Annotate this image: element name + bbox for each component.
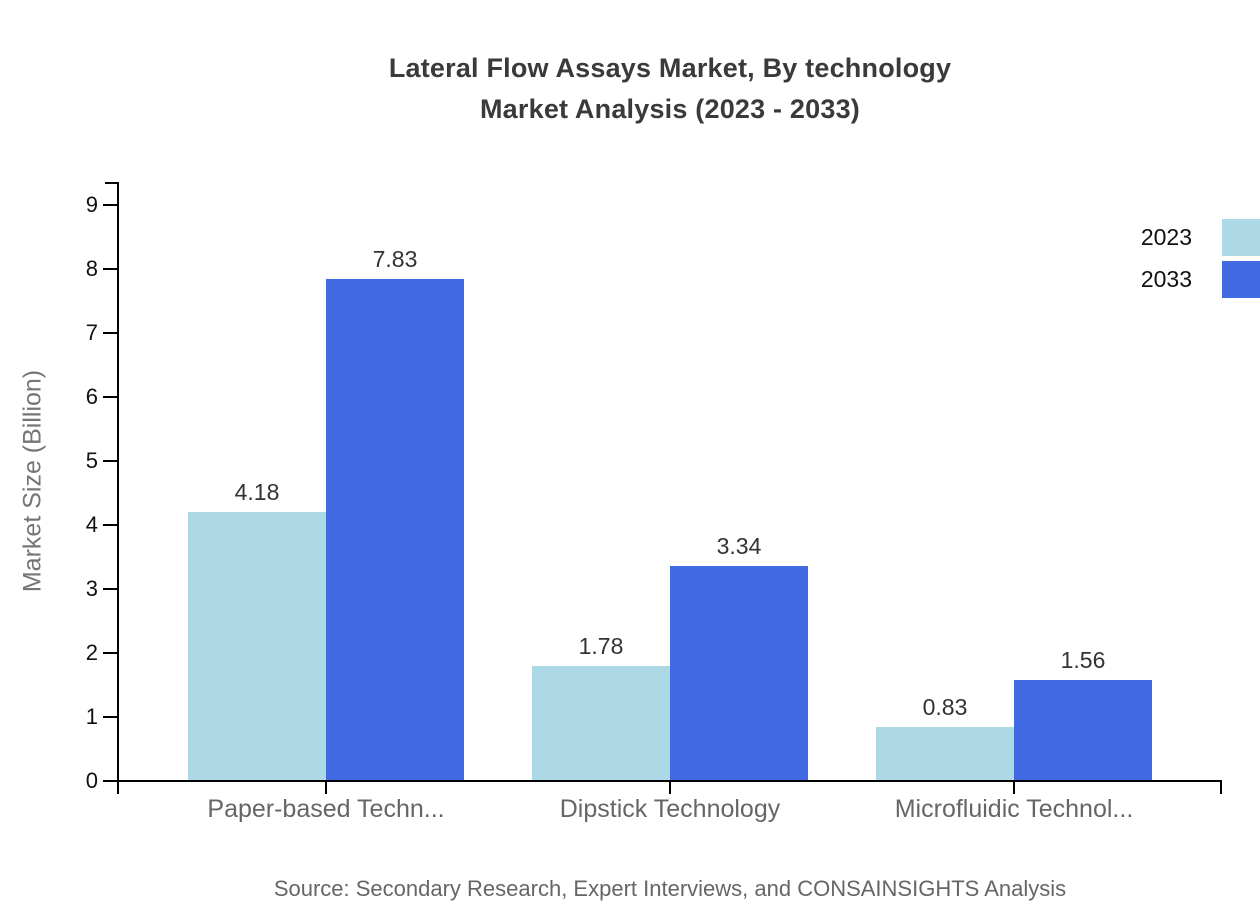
chart-title-line2: Market Analysis (2023 - 2033) — [479, 94, 860, 124]
y-tick-label-3: 3 — [85, 576, 98, 601]
y-tick-mark-0 — [103, 780, 117, 782]
y-tick-mark-7 — [103, 332, 117, 334]
x-axis-endcap-left — [117, 780, 119, 794]
y-tick-label-7: 7 — [85, 320, 98, 345]
y-tick-mark-9 — [103, 204, 117, 206]
legend-row-2023: 2023 — [1141, 219, 1260, 256]
y-axis-endcap — [105, 182, 119, 184]
y-tick-mark-3 — [103, 588, 117, 590]
category-label: Microfluidic Technol... — [894, 795, 1134, 823]
y-tick-label-4: 4 — [85, 512, 98, 537]
category-label: Dipstick Technology — [559, 795, 781, 823]
legend-label-2023: 2023 — [1140, 224, 1192, 250]
legend-label-2033: 2033 — [1140, 266, 1192, 292]
x-tick-mark-2 — [1013, 780, 1015, 794]
value-label-2033-1: 3.34 — [716, 533, 762, 559]
y-axis-line — [117, 182, 119, 782]
legend-swatch-2023 — [1222, 219, 1260, 256]
source-note: Source: Secondary Research, Expert Inter… — [273, 876, 1067, 901]
y-tick-label-8: 8 — [85, 256, 98, 281]
chart-title: Lateral Flow Assays Market, By technolog… — [118, 48, 1222, 130]
category-label: Paper-based Techn... — [207, 795, 445, 823]
y-tick-label-5: 5 — [85, 448, 98, 473]
y-tick-mark-5 — [103, 460, 117, 462]
x-tick-mark-0 — [325, 780, 327, 794]
x-tick-mark-1 — [669, 780, 671, 794]
y-tick-mark-6 — [103, 396, 117, 398]
bar-2023-1 — [532, 666, 670, 780]
chart-title-line1: Lateral Flow Assays Market, By technolog… — [388, 53, 952, 83]
y-tick-label-9: 9 — [85, 192, 98, 217]
value-label-2023-2: 0.83 — [922, 694, 968, 720]
value-label-2033-0: 7.83 — [372, 246, 418, 272]
value-label-2023-0: 4.18 — [234, 479, 280, 505]
bar-2033-2 — [1014, 680, 1152, 780]
y-tick-label-6: 6 — [85, 384, 98, 409]
y-tick-mark-8 — [103, 268, 117, 270]
x-axis-endcap-right — [1220, 780, 1222, 794]
bar-2023-2 — [876, 727, 1014, 780]
legend-row-2033: 2033 — [1141, 261, 1260, 298]
y-tick-label-1: 1 — [85, 704, 98, 729]
value-label-2023-1: 1.78 — [578, 633, 624, 659]
y-tick-mark-4 — [103, 524, 117, 526]
legend-swatch-2033 — [1222, 261, 1260, 298]
legend: 2023 2033 — [1141, 219, 1260, 303]
bar-2033-0 — [326, 279, 464, 780]
y-tick-label-2: 2 — [85, 640, 98, 665]
bar-2033-1 — [670, 566, 808, 780]
y-tick-mark-2 — [103, 652, 117, 654]
y-tick-label-0: 0 — [85, 768, 98, 793]
value-label-2033-2: 1.56 — [1060, 647, 1106, 673]
bar-2023-0 — [188, 512, 326, 780]
y-tick-mark-1 — [103, 716, 117, 718]
